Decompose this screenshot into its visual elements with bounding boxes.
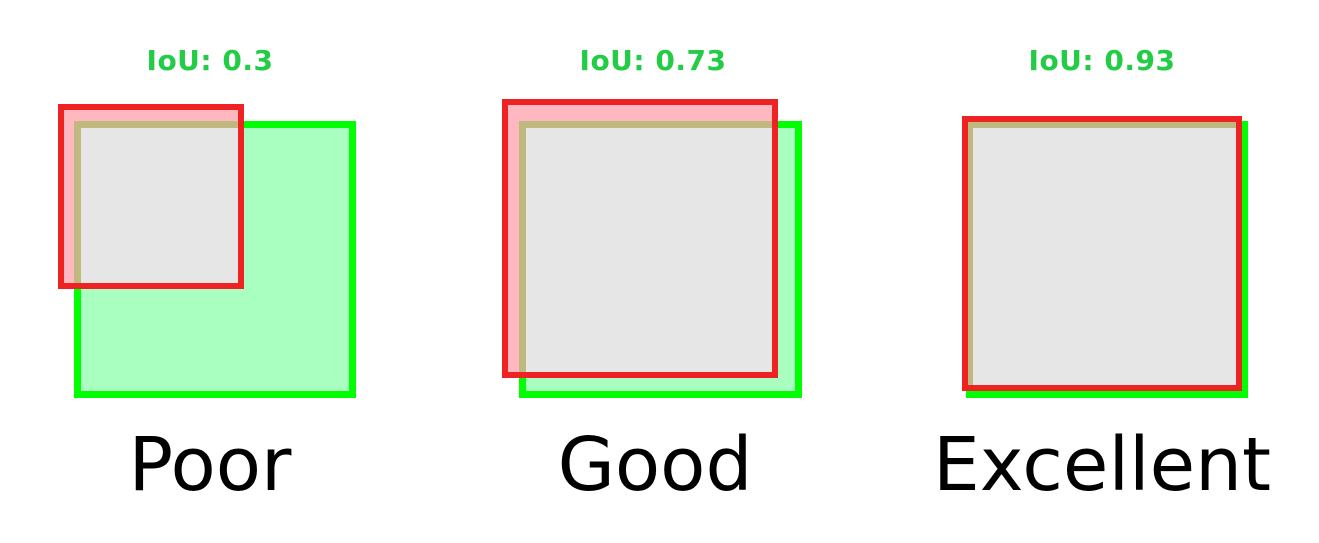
overlap-region — [81, 128, 238, 283]
iou-label: IoU: 0.93 — [1028, 44, 1176, 77]
quality-label: Excellent — [932, 422, 1272, 508]
example-good: IoU: 0.73 Good — [440, 0, 880, 543]
example-poor: IoU: 0.3 Poor — [0, 0, 440, 543]
example-excellent: IoU: 0.93 Excellent — [880, 0, 1319, 543]
iou-label: IoU: 0.3 — [146, 44, 274, 77]
overlap-region — [526, 128, 772, 372]
iou-label: IoU: 0.73 — [579, 44, 727, 77]
overlap-region — [973, 128, 1236, 385]
quality-label: Good — [557, 422, 753, 508]
quality-label: Poor — [128, 422, 292, 508]
